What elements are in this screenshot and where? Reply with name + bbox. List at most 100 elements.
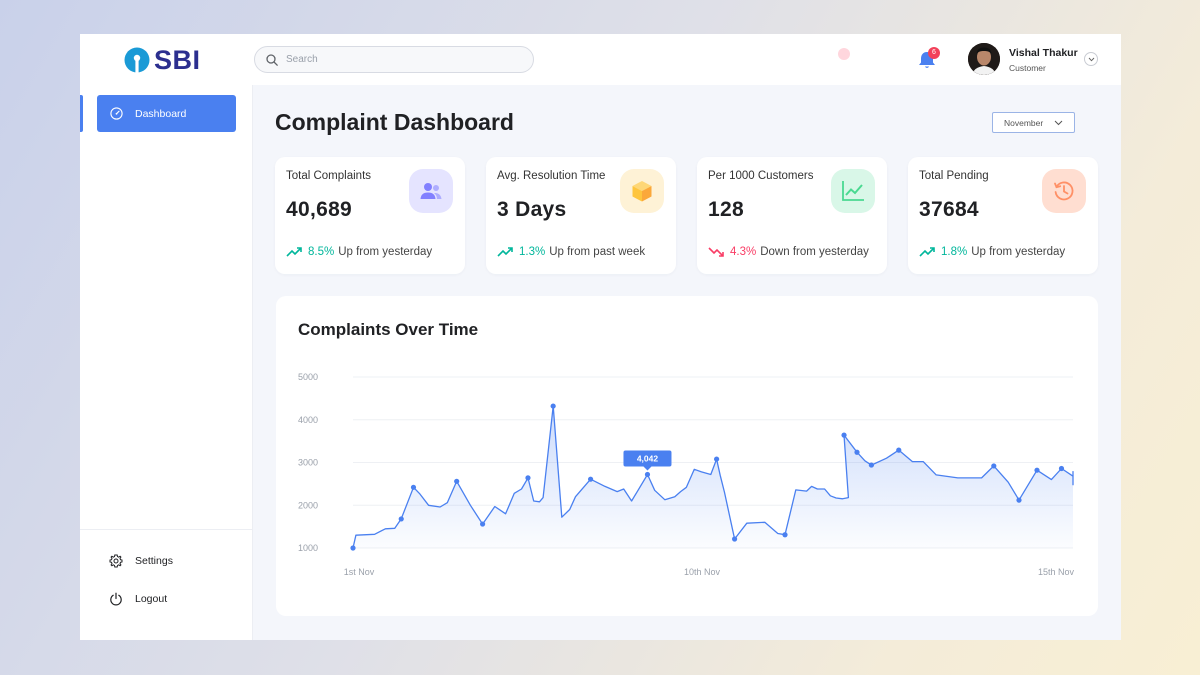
- trend-percent: 1.3%: [519, 246, 546, 258]
- data-point: [1034, 467, 1040, 473]
- avatar[interactable]: [968, 43, 1000, 75]
- data-point: [410, 484, 417, 490]
- data-point: [896, 447, 902, 453]
- trend-text: Up from yesterday: [338, 246, 433, 258]
- brand-name: SBI: [154, 44, 201, 75]
- stat-value: 3 Days: [497, 198, 567, 221]
- data-point: [398, 516, 404, 522]
- stat-card-total-complaints: Total Complaints 40,689 8.5% Up from yes…: [275, 157, 465, 274]
- sbi-logo-icon: [124, 47, 150, 73]
- active-indicator: [80, 95, 83, 132]
- sidebar-divider: [80, 529, 253, 530]
- y-tick-label: 2000: [298, 500, 318, 510]
- x-tick-label: 1st Nov: [344, 567, 375, 577]
- x-tick-label: 10th Nov: [684, 567, 721, 577]
- sidebar-item-label: Dashboard: [135, 107, 187, 120]
- user-name: Vishal Thakur: [1009, 47, 1078, 59]
- trend-percent: 8.5%: [308, 246, 335, 258]
- line-chart-icon: [831, 169, 875, 213]
- data-point: [732, 536, 738, 542]
- stat-trend: 1.3% Up from past week: [497, 246, 645, 258]
- y-tick-label: 1000: [298, 543, 318, 553]
- trend-up-icon: [286, 247, 302, 257]
- sidebar-item-dashboard[interactable]: Dashboard: [97, 95, 236, 132]
- brand-logo[interactable]: SBI: [124, 45, 201, 75]
- y-tick-label: 4000: [298, 415, 318, 425]
- trend-text: Up from past week: [549, 246, 646, 258]
- data-point: [588, 476, 594, 482]
- search-icon: [266, 53, 278, 66]
- sidebar-item-settings[interactable]: Settings: [109, 554, 173, 568]
- trend-down-icon: [708, 247, 724, 257]
- chevron-down-icon: [1088, 57, 1094, 61]
- stat-value: 128: [708, 198, 744, 221]
- stat-label: Total Pending: [919, 170, 989, 182]
- data-point: [550, 403, 556, 409]
- trend-up-icon: [919, 247, 935, 257]
- top-bar: SBI 6 Vishal Thakur Customer: [80, 34, 1121, 85]
- trend-text: Down from yesterday: [760, 246, 869, 258]
- data-point: [854, 449, 860, 455]
- cube-icon: [620, 169, 664, 213]
- stat-card-per-1000: Per 1000 Customers 128 4.3% Down from ye…: [697, 157, 887, 274]
- tooltip-label: 4,042: [637, 453, 659, 463]
- stat-trend: 4.3% Down from yesterday: [708, 246, 869, 258]
- data-point: [480, 521, 486, 527]
- month-select[interactable]: November: [992, 112, 1075, 133]
- stat-trend: 8.5% Up from yesterday: [286, 246, 432, 258]
- data-point: [714, 456, 720, 462]
- data-point: [782, 532, 788, 538]
- stat-label: Total Complaints: [286, 170, 372, 182]
- search-input[interactable]: [286, 54, 516, 65]
- data-point: [1058, 465, 1065, 472]
- sidebar-item-label: Logout: [135, 593, 168, 605]
- gear-icon: [109, 554, 123, 568]
- speedometer-icon: [110, 107, 123, 120]
- data-point: [350, 545, 356, 551]
- history-icon: [1042, 169, 1086, 213]
- user-role: Customer: [1009, 63, 1046, 73]
- data-point: [1016, 497, 1022, 503]
- notification-badge: 6: [928, 47, 940, 59]
- trend-percent: 4.3%: [730, 246, 757, 258]
- power-icon: [110, 592, 122, 606]
- data-point: [841, 432, 847, 438]
- stat-label: Per 1000 Customers: [708, 170, 814, 182]
- data-point: [644, 471, 651, 478]
- stat-card-avg-resolution: Avg. Resolution Time 3 Days 1.3% Up from…: [486, 157, 676, 274]
- search-box[interactable]: [254, 46, 534, 73]
- data-point: [525, 475, 531, 481]
- user-photo: [968, 43, 1000, 75]
- stat-card-total-pending: Total Pending 37684 1.8% Up from yesterd…: [908, 157, 1098, 274]
- sidebar-item-logout[interactable]: Logout: [109, 592, 167, 606]
- stat-value: 37684: [919, 198, 979, 221]
- stat-value: 40,689: [286, 198, 353, 221]
- chart-card: Complaints Over Time 1000 2000 3000 4000 500…: [276, 296, 1098, 616]
- tooltip-pointer: [643, 466, 652, 471]
- tooltip-box: [623, 450, 672, 467]
- trend-text: Up from yesterday: [971, 246, 1066, 258]
- series-line: [352, 405, 1074, 549]
- y-tick-label: 3000: [298, 458, 318, 468]
- sidebar: Dashboard Settings Logout: [80, 85, 253, 640]
- data-point: [868, 462, 875, 468]
- sidebar-item-label: Settings: [135, 555, 173, 567]
- series-area: [353, 406, 1073, 548]
- trend-up-icon: [497, 247, 513, 257]
- chart-title: Complaints Over Time: [298, 320, 479, 339]
- month-select-value: November: [1004, 117, 1044, 128]
- data-point: [991, 463, 997, 469]
- stat-label: Avg. Resolution Time: [497, 170, 606, 182]
- complaints-chart: 1000 2000 3000 4000 5000 1st Nov 10th Nov 15th …: [298, 372, 1075, 577]
- y-tick-label: 5000: [298, 372, 318, 382]
- user-menu-toggle[interactable]: [1084, 52, 1098, 66]
- stat-trend: 1.8% Up from yesterday: [919, 246, 1065, 258]
- trend-percent: 1.8%: [941, 246, 968, 258]
- data-point: [454, 478, 460, 484]
- status-dot: [838, 48, 850, 60]
- app-window: SBI 6 Vishal Thakur Customer: [80, 34, 1121, 640]
- page-title: Complaint Dashboard: [275, 109, 514, 135]
- chevron-down-icon: [1054, 120, 1063, 126]
- x-tick-label: 15th Nov: [1038, 567, 1075, 577]
- users-icon: [409, 169, 453, 213]
